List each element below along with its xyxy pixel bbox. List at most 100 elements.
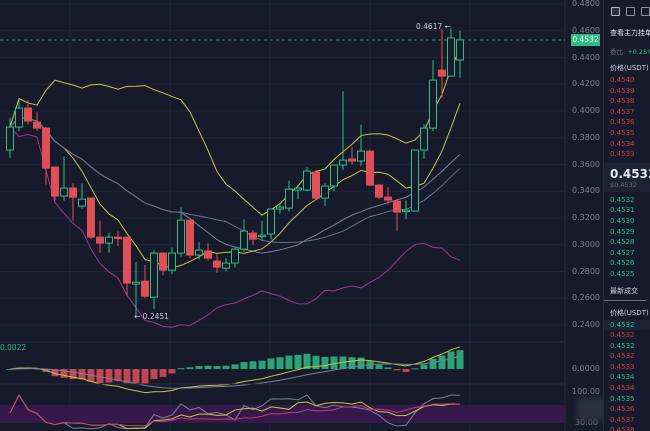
bid-row[interactable]: 0.4528 (610, 238, 635, 247)
latest-trades-tab[interactable]: 最新成交 (604, 280, 646, 301)
chart-view-icon[interactable] (611, 7, 620, 16)
candle-body (384, 196, 392, 201)
price-axis-label: 0.3800 (572, 132, 600, 142)
candle-body (357, 150, 365, 162)
macd-histogram-bar (222, 365, 230, 369)
macd-histogram-bar (411, 368, 419, 370)
grid-view-icon[interactable] (641, 7, 650, 16)
candle-body (24, 107, 32, 122)
macd-histogram-bar (204, 365, 212, 369)
ask-row[interactable]: 0.4536 (610, 118, 635, 127)
trade-row[interactable]: 0.4537 (610, 415, 635, 424)
candle-body (348, 158, 356, 162)
trade-row[interactable]: 0.4535 (610, 394, 635, 403)
price-axis-label: 0.4000 (572, 106, 600, 115)
high-label: 0.4617 ← (416, 22, 451, 31)
macd-histogram-bar (141, 369, 149, 384)
candle-body (375, 184, 383, 198)
macd-histogram-bar (150, 369, 158, 380)
trade-row[interactable]: 0.4534 (610, 384, 635, 393)
trade-row[interactable]: 0.4532 (610, 331, 635, 340)
candle-body (456, 39, 464, 61)
candle-body (69, 187, 77, 198)
bid-row[interactable]: 0.4531 (610, 206, 635, 215)
ask-row[interactable]: 0.4535 (610, 128, 635, 137)
macd-histogram-bar (51, 369, 59, 377)
candlestick-chart[interactable] (0, 0, 603, 431)
order-book-panel: 查看主力挂单 委比: +0.25% 价格(USDT) 0.4540 0.4539 0… (603, 0, 650, 431)
bid-row[interactable]: 0.4529 (610, 227, 635, 236)
bid-row[interactable]: 0.4526 (610, 259, 635, 268)
price-axis-label: 0.2600 (572, 293, 600, 303)
ask-row[interactable]: 0.4539 (610, 86, 635, 95)
candle-body (366, 150, 374, 186)
price-axis-label: 0.4200 (572, 79, 600, 89)
candle-body (150, 252, 158, 298)
candle-body (186, 219, 194, 256)
bid-ask-ratio: 委比: +0.25% (610, 48, 650, 56)
candle-body (429, 79, 437, 129)
oscillator-top-label: 100.00 (572, 387, 600, 396)
macd-histogram-bar (177, 368, 185, 370)
macd-histogram-bar (429, 358, 437, 369)
candle-body (204, 250, 212, 259)
ask-row[interactable]: 0.4538 (610, 97, 635, 106)
list-view-icon[interactable] (626, 7, 635, 16)
main-orders-link[interactable]: 查看主力挂单 (610, 29, 650, 37)
candle-body (42, 127, 50, 169)
macd-histogram-bar (357, 357, 365, 369)
bid-row[interactable]: 0.4525 (610, 269, 635, 278)
macd-histogram-bar (384, 367, 392, 369)
macd-histogram-bar (132, 369, 140, 384)
macd-histogram-bar (456, 350, 464, 369)
price-header: 价格(USDT) (610, 64, 649, 72)
candle-body (213, 260, 221, 268)
macd-histogram-bar (330, 356, 338, 369)
macd-histogram-bar (285, 355, 293, 369)
indicator-value: 0.0022 (0, 343, 27, 352)
candle-body (240, 230, 248, 250)
current-price-usd: $0.4532 (610, 180, 637, 189)
candle-body (285, 188, 293, 209)
candle-body (51, 166, 59, 197)
trade-row[interactable]: 0.4534 (610, 373, 635, 382)
bid-row[interactable]: 0.4530 (610, 216, 635, 225)
candle-body (195, 249, 203, 256)
candle-body (60, 187, 68, 197)
short-ma-line (9, 103, 461, 269)
macd-histogram-bar (195, 366, 203, 369)
trade-row[interactable]: 0.4532 (604, 319, 650, 331)
ask-row[interactable]: 0.4533 (610, 150, 635, 159)
bid-row[interactable]: 0.4527 (610, 248, 635, 257)
candle-body (393, 200, 401, 213)
trade-row[interactable]: 0.4533 (610, 362, 635, 371)
macd-histogram-bar (105, 369, 113, 383)
current-price-box: 0.4532 $0.4532 (604, 162, 650, 192)
candle-body (159, 252, 167, 271)
trade-row[interactable]: 0.4532 (610, 341, 635, 350)
trade-row[interactable]: 0.4536 (610, 405, 635, 414)
macd-histogram-bar (420, 364, 428, 369)
candle-body (231, 248, 239, 264)
macd-histogram-bar (447, 351, 455, 369)
candle-body (303, 170, 311, 191)
ask-row[interactable]: 0.4534 (610, 139, 635, 148)
macd-histogram-bar (186, 367, 194, 369)
indicator-zero-label: 0.0000 (572, 364, 600, 373)
view-toggle-bar (604, 0, 650, 22)
price-axis-label: 0.2400 (572, 320, 600, 329)
ask-row[interactable]: 0.4540 (610, 76, 635, 84)
candle-body (447, 37, 455, 77)
macd-histogram-bar (303, 353, 311, 369)
rsi-slow-line (9, 393, 461, 427)
macd-histogram-bar (267, 358, 275, 369)
macd-histogram-bar (69, 369, 77, 380)
candle-body (330, 164, 338, 187)
candle-body (78, 198, 86, 207)
macd-histogram-bar (168, 369, 176, 374)
trade-row[interactable]: 0.4532 (610, 352, 635, 361)
ask-row[interactable]: 0.4537 (610, 107, 635, 116)
trades-price-header: 价格(USDT) (610, 308, 649, 317)
bid-row[interactable]: 0.4532 (610, 195, 635, 204)
trade-row[interactable]: 0.4538 (610, 426, 635, 431)
